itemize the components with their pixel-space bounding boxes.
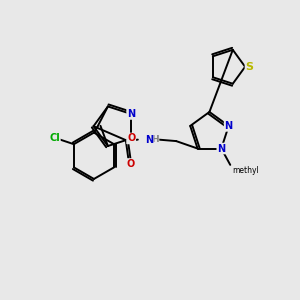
Text: N: N <box>145 135 153 145</box>
Text: Cl: Cl <box>49 133 60 143</box>
Text: methyl: methyl <box>232 167 259 176</box>
Text: N: N <box>127 109 135 119</box>
Text: H: H <box>151 135 159 144</box>
Text: N: N <box>225 121 233 131</box>
Text: N: N <box>217 143 225 154</box>
Text: S: S <box>246 62 254 72</box>
Text: O: O <box>127 159 135 169</box>
Text: O: O <box>127 134 135 143</box>
